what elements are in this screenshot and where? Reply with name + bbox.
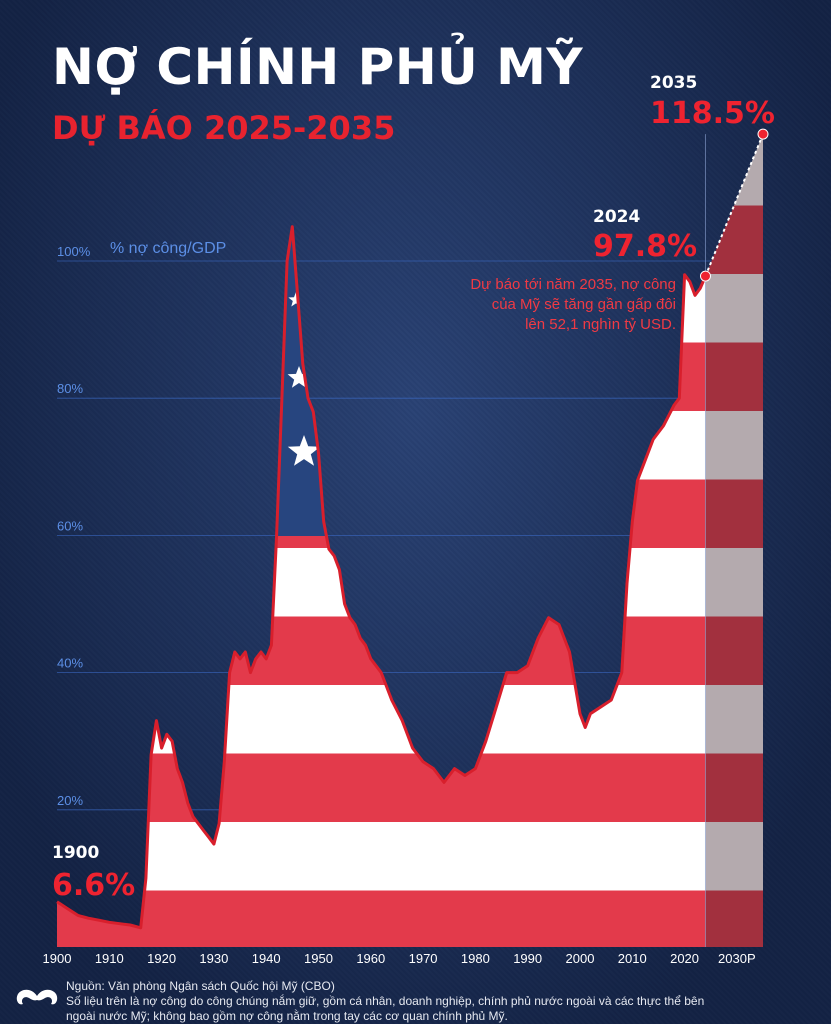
point-2035 — [757, 128, 769, 140]
x-tick-label: 1910 — [95, 951, 124, 966]
projected-line — [704, 133, 764, 277]
x-tick-label: 1960 — [356, 951, 385, 966]
y-tick-label: 60% — [57, 518, 83, 533]
flag-star-icon — [287, 435, 321, 466]
x-tick-label: 1980 — [461, 951, 490, 966]
y-axis-label: % nợ công/GDP — [110, 240, 226, 257]
note-line-1: Số liệu trên là nợ công do công chúng nắ… — [66, 994, 705, 1008]
annotation-value-1900: 6.6% — [52, 868, 135, 903]
y-tick-label: 100% — [57, 244, 91, 259]
x-tick-label: 1990 — [513, 951, 542, 966]
note-line-2: ngoài nước Mỹ; không bao gồm nợ công nằm… — [66, 1009, 508, 1023]
x-tick-label: 1900 — [43, 951, 72, 966]
annotation-value-2024: 97.8% — [593, 229, 697, 264]
page-subtitle: DỰ BÁO 2025-2035 — [52, 109, 396, 147]
x-tick-label: 1940 — [252, 951, 281, 966]
page-title: NỢ CHÍNH PHỦ MỸ — [52, 38, 584, 96]
historical-line — [56, 225, 707, 930]
annotation-year-1900: 1900 — [52, 843, 99, 863]
x-tick-label: 2020 — [670, 951, 699, 966]
annotation-value-2035: 118.5% — [650, 96, 775, 131]
x-tick-label: 2010 — [618, 951, 647, 966]
annotation-year-2024: 2024 — [593, 207, 640, 227]
annotation-year-2035: 2035 — [650, 73, 697, 93]
forecast-note-line: Dự báo tới năm 2035, nợ công — [470, 276, 676, 293]
y-tick-label: 40% — [57, 656, 83, 671]
flag-star-icon — [287, 366, 311, 388]
flag-star-icon — [288, 292, 304, 307]
source-note: Nguồn: Văn phòng Ngân sách Quốc hội Mỹ (… — [66, 979, 826, 1024]
x-tick-label: 2000 — [566, 951, 595, 966]
x-tick-label: 1950 — [304, 951, 333, 966]
y-tick-label: 80% — [57, 381, 83, 396]
mustache-logo-icon — [14, 986, 60, 1018]
x-tick-label: 1930 — [199, 951, 228, 966]
x-tick-label: 2030P — [718, 951, 756, 966]
y-tick-label: 20% — [57, 793, 83, 808]
point-2024 — [699, 270, 711, 282]
source-line: Nguồn: Văn phòng Ngân sách Quốc hội Mỹ (… — [66, 979, 335, 993]
x-tick-label: 1970 — [409, 951, 438, 966]
forecast-note-line: lên 52,1 nghìn tỷ USD. — [525, 316, 676, 333]
x-tick-label: 1920 — [147, 951, 176, 966]
forecast-note: Dự báo tới năm 2035, nợ công của Mỹ sẽ tă… — [470, 276, 676, 333]
forecast-note-line: của Mỹ sẽ tăng gần gấp đôi — [492, 296, 676, 313]
